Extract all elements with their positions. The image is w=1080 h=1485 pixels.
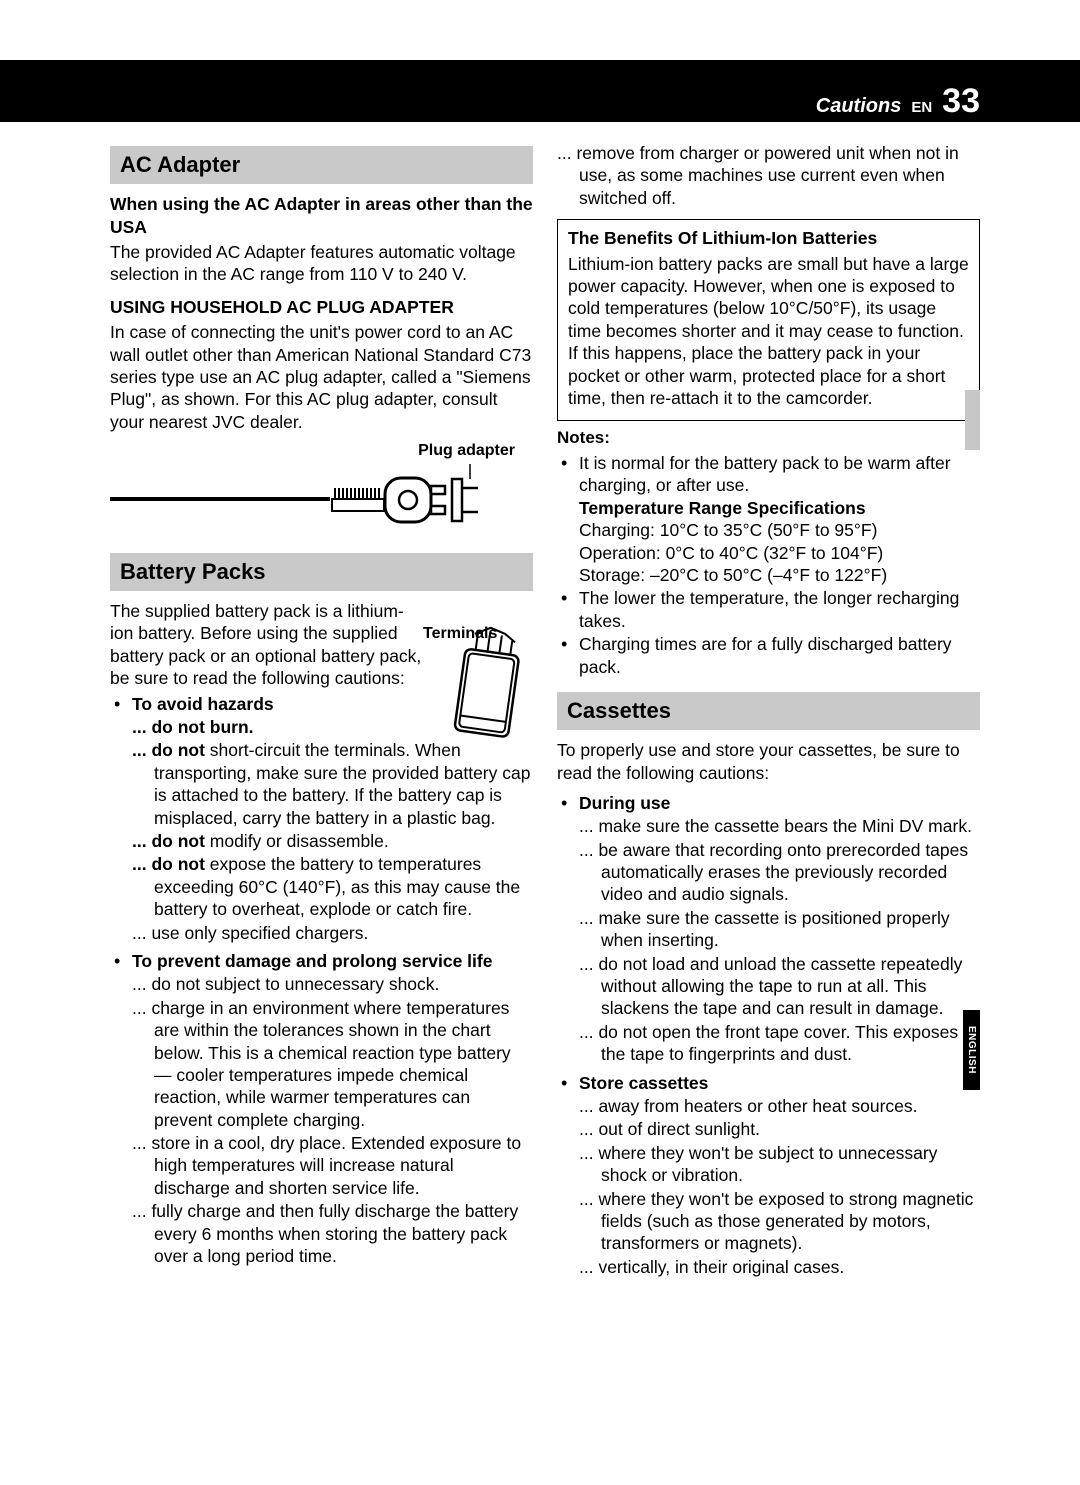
note-2: The lower the temperature, the longer re… [557,587,980,632]
prevent-4: ... fully charge and then fully discharg… [132,1200,533,1267]
store-4: ... where they won't be exposed to stron… [579,1188,980,1255]
prevent-bullet: To prevent damage and prolong service li… [132,951,492,971]
ac-p1: The provided AC Adapter features automat… [110,241,533,286]
store-1: ... away from heaters or other heat sour… [579,1095,980,1117]
store-2: ... out of direct sunlight. [579,1118,980,1140]
benefits-box: The Benefits Of Lithium-Ion Batteries Li… [557,219,980,421]
remove-charger: ... remove from charger or powered unit … [557,142,980,209]
hazard-4: ... do not expose the battery to tempera… [132,853,533,920]
note-1: It is normal for the battery pack to be … [557,452,980,586]
left-column: AC Adapter When using the AC Adapter in … [110,142,533,1279]
prevent-2: ... charge in an environment where tempe… [132,997,533,1131]
prevent-list: To prevent damage and prolong service li… [110,950,533,972]
content-columns: AC Adapter When using the AC Adapter in … [110,142,980,1279]
ac-adapter-heading: AC Adapter [110,146,533,184]
during-use-bullet: During use [579,793,670,813]
plug-figure: Plug adapter [110,441,533,539]
hazard-2: ... do not short-circuit the terminals. … [132,739,533,829]
note-3: Charging times are for a fully discharge… [557,633,980,678]
store-3: ... where they won't be subject to unnec… [579,1142,980,1187]
page-number: 33 [942,82,980,121]
hazard-3: ... do not modify or disassemble. [132,830,533,852]
battery-pack-icon [443,624,533,744]
lang-label: EN [911,99,932,116]
notes-label: Notes: [557,427,980,449]
during-3: ... make sure the cassette is positioned… [579,907,980,952]
notes-list: It is normal for the battery pack to be … [557,452,980,678]
hazard-5: ... use only specified chargers. [132,922,533,944]
during-2: ... be aware that recording onto prereco… [579,839,980,906]
ac-p2: In case of connecting the unit's power c… [110,321,533,433]
side-tab-indicator [965,390,980,450]
store-5: ... vertically, in their original cases. [579,1256,980,1278]
store-bullet: Store cassettes [579,1073,708,1093]
benefits-body: Lithium-ion battery packs are small but … [568,253,969,410]
plug-adapter-icon [110,464,480,534]
plug-figure-label: Plug adapter [110,441,533,461]
hazards-list: To avoid hazards [110,693,533,715]
hazards-bullet: To avoid hazards [132,694,274,714]
manual-page: Cautions EN 33 ENGLISH AC Adapter When u… [0,0,1080,1485]
during-1: ... make sure the cassette bears the Min… [579,815,980,837]
prevent-1: ... do not subject to unnecessary shock. [132,973,533,995]
ac-sub1: When using the AC Adapter in areas other… [110,193,533,238]
battery-heading: Battery Packs [110,553,533,591]
header-row: Cautions EN 33 [816,82,980,121]
cassettes-heading: Cassettes [557,692,980,730]
cautions-label: Cautions [816,95,902,118]
benefits-title: The Benefits Of Lithium-Ion Batteries [568,228,877,248]
right-column: ... remove from charger or powered unit … [557,142,980,1279]
during-use-list: During use [557,792,980,814]
cassettes-intro: To properly use and store your cassettes… [557,739,980,784]
ac-sub2: USING HOUSEHOLD AC PLUG ADAPTER [110,296,533,318]
during-4: ... do not load and unload the cassette … [579,953,980,1020]
battery-section: The supplied battery pack is a lithium-i… [110,600,533,690]
prevent-3: ... store in a cool, dry place. Extended… [132,1132,533,1199]
store-list: Store cassettes [557,1072,980,1094]
during-5: ... do not open the front tape cover. Th… [579,1021,980,1066]
